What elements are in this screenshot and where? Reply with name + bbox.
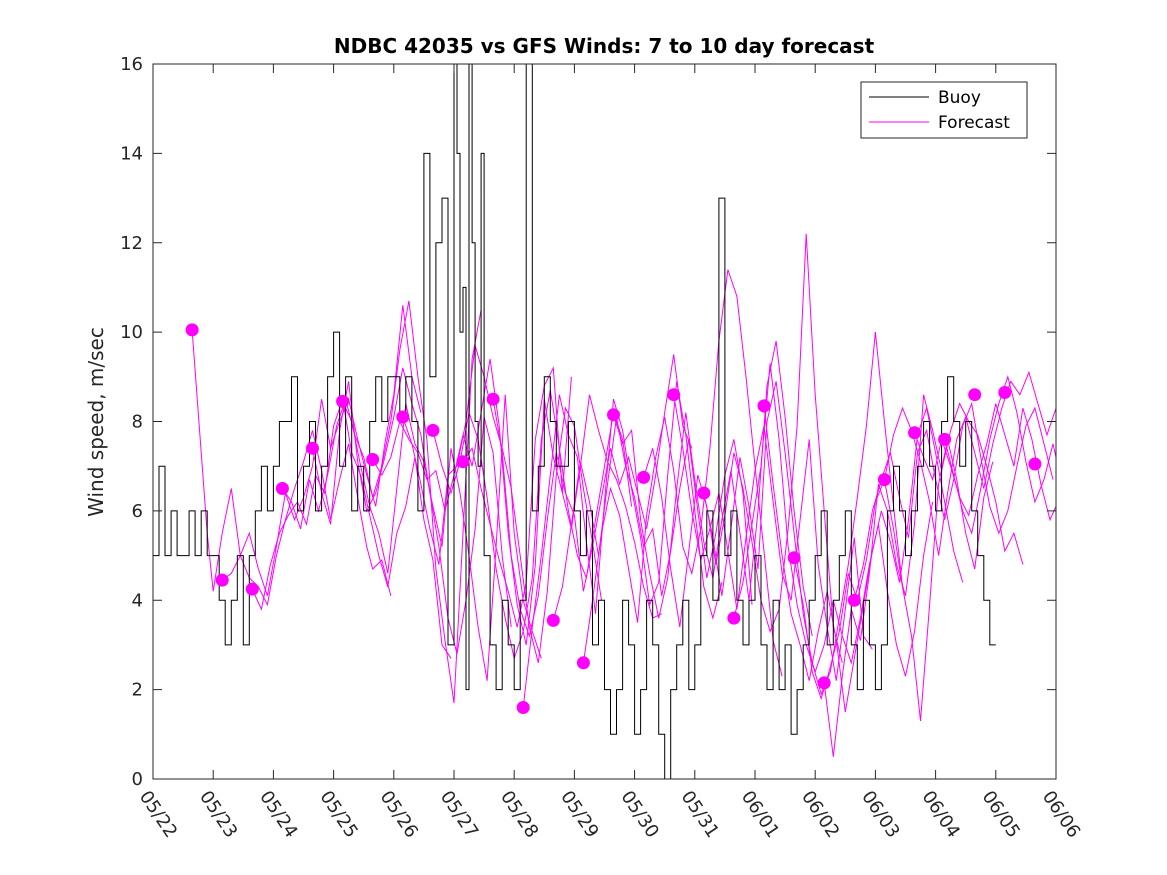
forecast-start-point	[275, 482, 289, 495]
forecast-start-point	[938, 432, 952, 446]
forecast-start-point	[576, 656, 590, 670]
forecast-start-point	[607, 408, 620, 422]
forecast-start-point	[637, 470, 651, 484]
x-tick-label: 06/04	[917, 787, 963, 842]
forecast-start-point	[1028, 457, 1042, 471]
forecast-start-point	[908, 426, 921, 440]
forecast-start-point	[998, 386, 1012, 399]
x-tick-label: 05/29	[556, 787, 602, 842]
forecast-run-line-16	[643, 233, 843, 663]
x-tick-label: 05/31	[677, 787, 723, 842]
forecast-run-line-8	[402, 345, 602, 663]
y-tick-label: 6	[132, 501, 143, 522]
forecast-start-point	[245, 582, 259, 596]
forecast-start-point	[426, 423, 440, 437]
forecast-start-point	[336, 394, 350, 408]
forecast-run-line-1	[191, 329, 392, 607]
forecast-start-point	[847, 593, 861, 607]
x-tick-label: 05/28	[496, 787, 542, 842]
chart-title: NDBC 42035 vs GFS Winds: 7 to 10 day for…	[334, 34, 875, 58]
y-tick-label: 0	[132, 769, 143, 790]
forecast-start-point	[516, 701, 530, 714]
forecast-start-point	[396, 410, 410, 424]
legend-box	[860, 81, 1028, 139]
forecast-start-point	[306, 441, 319, 455]
forecast-start-point	[366, 453, 380, 466]
forecast-start-point	[787, 551, 801, 565]
legend: Buoy Forecast	[860, 81, 1028, 139]
forecast-run-line-22	[823, 394, 1024, 757]
x-tick-label: 06/01	[737, 787, 783, 842]
forecast-run-line-23	[853, 401, 1054, 601]
forecast-run-line-25	[914, 403, 1056, 522]
forecast-start-point	[877, 473, 891, 487]
legend-forecast-label: Forecast	[938, 113, 1010, 133]
x-tick-label: 05/22	[135, 787, 181, 842]
forecast-start-point	[456, 455, 470, 469]
x-tick-label: 05/23	[195, 787, 241, 842]
forecast-start-point	[546, 613, 560, 627]
x-tick-label: 05/24	[255, 787, 301, 842]
forecast-run-line-2	[221, 305, 422, 596]
x-tick-label: 06/02	[797, 787, 843, 842]
forecast-start-point	[727, 611, 741, 625]
forecast-start-point	[817, 676, 831, 690]
x-tick-label: 05/25	[315, 787, 361, 842]
y-axis-label: Wind speed, m/sec	[84, 327, 108, 517]
y-tick-label: 12	[120, 233, 143, 254]
forecast-run-line-4	[281, 300, 482, 704]
y-tick-label: 14	[120, 143, 143, 164]
forecast-start-point	[968, 388, 982, 402]
x-tick-label: 05/30	[616, 787, 662, 842]
forecast-start-point	[757, 399, 771, 413]
forecast-run-line-18	[703, 332, 903, 696]
x-tick-label: 06/03	[857, 787, 903, 842]
x-tick-label: 05/26	[376, 787, 422, 842]
forecast-start-point	[667, 388, 681, 402]
x-tick-label: 05/27	[436, 787, 482, 842]
y-axis: 0 2 4 6 8 10 12 14 16	[120, 54, 1056, 790]
forecast-start-point	[215, 573, 229, 587]
x-tick-label: 06/06	[1038, 787, 1084, 842]
y-tick-label: 4	[132, 590, 143, 611]
y-tick-label: 8	[132, 412, 143, 433]
y-tick-label: 10	[120, 322, 143, 343]
forecast-run-line-14	[582, 269, 783, 677]
forecast-start-point	[697, 486, 711, 500]
data-layer	[153, 64, 1056, 779]
x-tick-label: 06/05	[978, 787, 1024, 842]
forecast-start-point	[486, 392, 500, 406]
forecast-run-line-10	[462, 366, 662, 628]
forecast-run-line-6	[342, 394, 542, 681]
y-tick-label: 16	[120, 54, 143, 75]
legend-buoy-label: Buoy	[938, 88, 981, 108]
forecast-start-point	[185, 323, 199, 337]
y-tick-label: 2	[132, 680, 143, 701]
